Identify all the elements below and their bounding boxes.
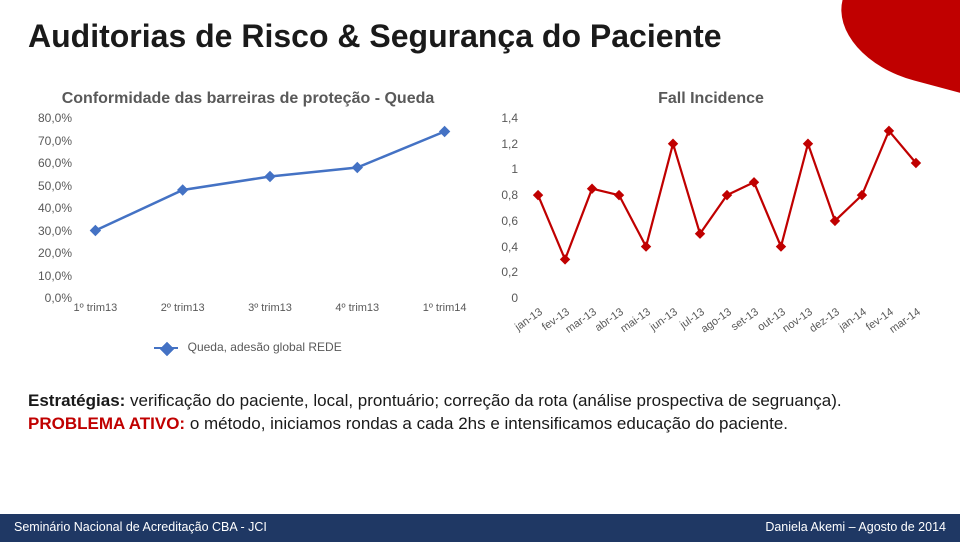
chart-left-ytick: 80,0% [28, 111, 72, 125]
footer-left: Seminário Nacional de Acreditação CBA - … [14, 520, 267, 534]
chart-left-ytick: 70,0% [28, 134, 72, 148]
chart-right-xtick: mai-13 [618, 306, 652, 335]
chart-right-title: Fall Incidence [490, 90, 932, 108]
chart-right-ytick: 0,8 [484, 188, 518, 202]
body-text: Estratégias: verificação do paciente, lo… [28, 390, 932, 436]
chart-right-ytick: 0,4 [484, 240, 518, 254]
chart-left-ytick: 40,0% [28, 201, 72, 215]
chart-right-xtick: jan-14 [837, 306, 869, 333]
footer: Seminário Nacional de Acreditação CBA - … [0, 514, 960, 542]
chart-right-xtick: jan-13 [513, 306, 545, 333]
page-title: Auditorias de Risco & Segurança do Pacie… [28, 18, 722, 55]
chart-left-xtick: 1º trim13 [74, 302, 118, 314]
body-lede: Estratégias: [28, 391, 125, 410]
chart-left-xtick: 2º trim13 [161, 302, 205, 314]
chart-right-plot [526, 118, 928, 298]
body-problem-text: o método, iniciamos rondas a cada 2hs e … [185, 414, 788, 433]
chart-right-ytick: 0,6 [484, 214, 518, 228]
slide: Auditorias de Risco & Segurança do Pacie… [0, 0, 960, 542]
chart-right-ytick: 1,4 [484, 111, 518, 125]
chart-right-xtick: nov-13 [780, 306, 814, 335]
chart-left-svg [76, 118, 464, 298]
chart-right-xlabels: jan-13fev-13mar-13abr-13mai-13jun-13jul-… [526, 302, 928, 352]
chart-left-ytick: 10,0% [28, 269, 72, 283]
charts-row: Conformidade das barreiras de proteção -… [28, 90, 932, 370]
legend-marker-icon [154, 347, 178, 349]
chart-left-legend: Queda, adesão global REDE [28, 340, 468, 354]
chart-left-xtick: 3º trim13 [248, 302, 292, 314]
chart-left-xtick: 1º trim14 [423, 302, 467, 314]
footer-right: Daniela Akemi – Agosto de 2014 [765, 520, 946, 534]
chart-left-ytick: 50,0% [28, 179, 72, 193]
corner-accent [827, 0, 960, 99]
chart-right-xtick: dez-13 [807, 306, 841, 335]
chart-right-ytick: 0,2 [484, 265, 518, 279]
chart-left-title: Conformidade das barreiras de proteção -… [28, 90, 468, 108]
chart-right-ytick: 1 [484, 162, 518, 176]
chart-left-ytick: 60,0% [28, 156, 72, 170]
chart-left-ytick: 20,0% [28, 246, 72, 260]
chart-right-xtick: ago-13 [699, 306, 734, 335]
chart-right-ytick: 0 [484, 291, 518, 305]
chart-left-ytick: 30,0% [28, 224, 72, 238]
chart-right-ytick: 1,2 [484, 137, 518, 151]
chart-left-ytick: 0,0% [28, 291, 72, 305]
chart-right-xtick: jun-13 [648, 306, 680, 333]
chart-right-xtick: set-13 [729, 306, 761, 333]
chart-left-xtick: 4º trim13 [335, 302, 379, 314]
chart-left-plot [76, 118, 464, 298]
body-lede-text: verificação do paciente, local, prontuár… [125, 391, 841, 410]
body-problem-label: PROBLEMA ATIVO: [28, 414, 185, 433]
chart-left-legend-label: Queda, adesão global REDE [188, 340, 342, 354]
chart-right-svg [526, 118, 928, 298]
